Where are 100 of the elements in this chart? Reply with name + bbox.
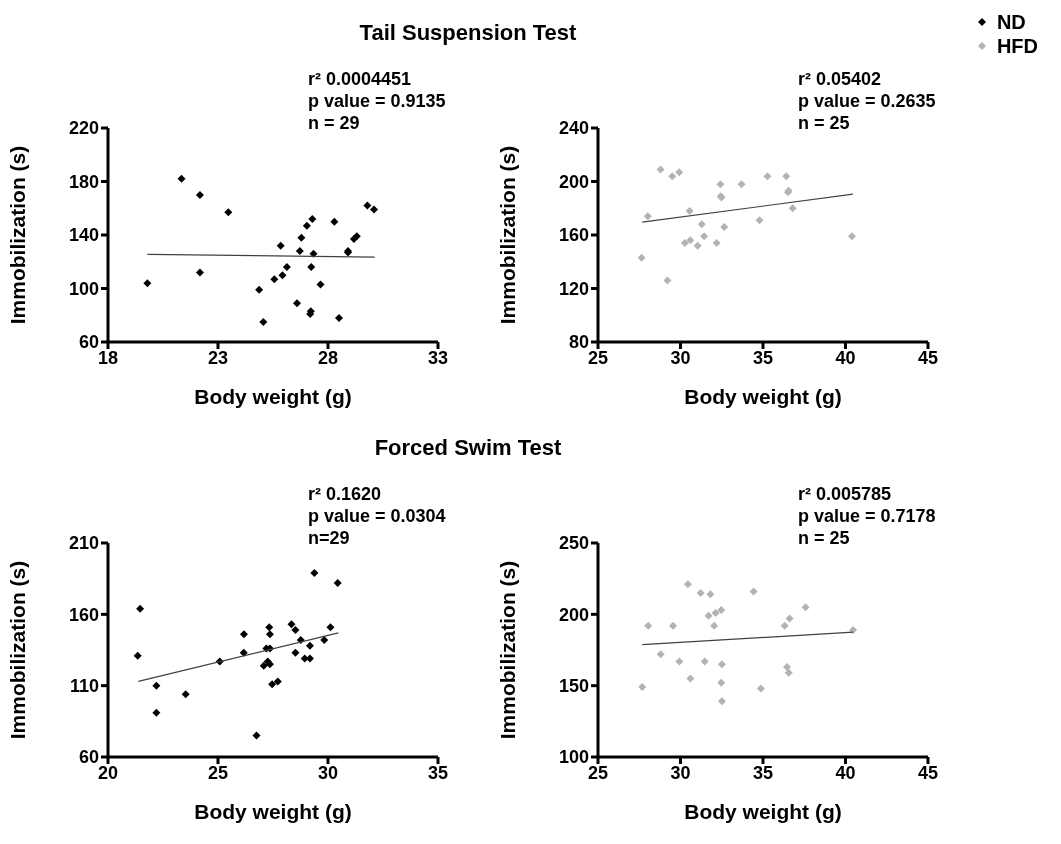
x-tick-label: 35 bbox=[752, 347, 774, 368]
y-tick-label: 150 bbox=[558, 676, 589, 697]
point bbox=[716, 180, 725, 189]
point bbox=[675, 657, 684, 666]
text: p value = 0.7178 bbox=[798, 505, 937, 527]
point bbox=[305, 641, 314, 650]
point bbox=[143, 279, 152, 288]
annotation: n = 29 bbox=[308, 112, 361, 134]
point bbox=[282, 263, 291, 272]
point bbox=[663, 276, 672, 285]
point bbox=[252, 731, 261, 740]
point bbox=[255, 285, 264, 294]
point bbox=[720, 222, 729, 231]
point bbox=[700, 657, 709, 666]
y-axis-title: Immobilization (s) bbox=[6, 145, 30, 325]
text: r² 0.0004451 bbox=[308, 68, 413, 90]
point bbox=[259, 317, 268, 326]
point bbox=[693, 241, 702, 250]
point bbox=[307, 263, 316, 272]
point bbox=[847, 232, 856, 241]
point bbox=[136, 604, 145, 613]
y-tick-label: 110 bbox=[69, 676, 99, 697]
point bbox=[273, 677, 282, 686]
annotation: n = 25 bbox=[798, 112, 851, 134]
point bbox=[363, 201, 372, 210]
point bbox=[849, 626, 858, 635]
y-tick-label: 160 bbox=[68, 604, 99, 625]
point bbox=[152, 708, 161, 717]
y-tick-label: 120 bbox=[558, 278, 589, 299]
point bbox=[369, 205, 378, 214]
point bbox=[637, 253, 646, 262]
text: ND bbox=[996, 11, 1026, 33]
point bbox=[276, 241, 285, 250]
point bbox=[686, 674, 695, 683]
x-axis-title: Body weight (g) bbox=[684, 800, 842, 823]
point bbox=[756, 684, 765, 693]
x-tick-label: 20 bbox=[97, 762, 119, 783]
point bbox=[656, 650, 665, 659]
point bbox=[685, 206, 694, 215]
point bbox=[320, 636, 329, 645]
point bbox=[704, 611, 713, 620]
y-tick-label: 160 bbox=[558, 225, 589, 246]
point bbox=[133, 651, 142, 660]
y-tick-label: 60 bbox=[78, 747, 99, 768]
y-tick-label: 80 bbox=[568, 332, 589, 353]
point bbox=[784, 668, 793, 677]
x-tick-label: 45 bbox=[917, 762, 939, 783]
x-tick-label: 35 bbox=[427, 762, 449, 783]
point bbox=[224, 208, 233, 217]
y-tick-label: 100 bbox=[558, 747, 589, 768]
chart-title: Forced Swim Test bbox=[373, 435, 563, 461]
point bbox=[195, 190, 204, 199]
point bbox=[643, 212, 652, 221]
point bbox=[302, 221, 311, 230]
x-tick-label: 30 bbox=[670, 347, 691, 368]
x-tick-label: 40 bbox=[835, 347, 856, 368]
point bbox=[644, 621, 653, 630]
point bbox=[710, 621, 719, 630]
text: p value = 0.9135 bbox=[308, 90, 447, 112]
point bbox=[333, 578, 342, 587]
point bbox=[696, 588, 705, 597]
x-tick-label: 25 bbox=[207, 762, 229, 783]
y-tick-label: 60 bbox=[78, 332, 99, 353]
text: r² 0.005785 bbox=[798, 483, 893, 505]
point bbox=[686, 236, 695, 245]
x-tick-label: 40 bbox=[835, 762, 856, 783]
y-tick-label: 200 bbox=[558, 604, 589, 625]
point bbox=[669, 621, 678, 630]
point bbox=[717, 697, 726, 706]
x-tick-label: 45 bbox=[917, 347, 939, 368]
point bbox=[788, 204, 797, 213]
y-tick-label: 210 bbox=[68, 533, 99, 554]
point bbox=[785, 614, 794, 623]
y-axis-title: Immobilization (s) bbox=[6, 560, 30, 740]
legend-label: HFD bbox=[996, 34, 1038, 58]
point bbox=[308, 214, 317, 223]
point bbox=[668, 172, 677, 181]
point bbox=[330, 217, 339, 226]
x-tick-label: 25 bbox=[587, 762, 609, 783]
text: r² 0.1620 bbox=[308, 483, 383, 505]
y-tick-label: 180 bbox=[68, 171, 99, 192]
x-axis-title: Body weight (g) bbox=[194, 385, 352, 408]
x-tick-label: 33 bbox=[427, 347, 449, 368]
point bbox=[755, 216, 764, 225]
point bbox=[763, 172, 772, 181]
x-tick-label: 25 bbox=[587, 347, 609, 368]
y-tick-label: 100 bbox=[68, 278, 99, 299]
point bbox=[265, 623, 274, 632]
x-tick-label: 35 bbox=[752, 762, 774, 783]
x-axis-title: Body weight (g) bbox=[194, 800, 352, 823]
point bbox=[268, 680, 277, 689]
point bbox=[310, 568, 319, 577]
point bbox=[287, 620, 296, 629]
chart-title: Tail Suspension Test bbox=[358, 20, 578, 46]
x-tick-label: 30 bbox=[317, 762, 339, 783]
point bbox=[801, 603, 810, 612]
text: p value = 0.2635 bbox=[798, 90, 937, 112]
point bbox=[239, 630, 248, 639]
point bbox=[297, 233, 306, 242]
point bbox=[749, 587, 758, 596]
